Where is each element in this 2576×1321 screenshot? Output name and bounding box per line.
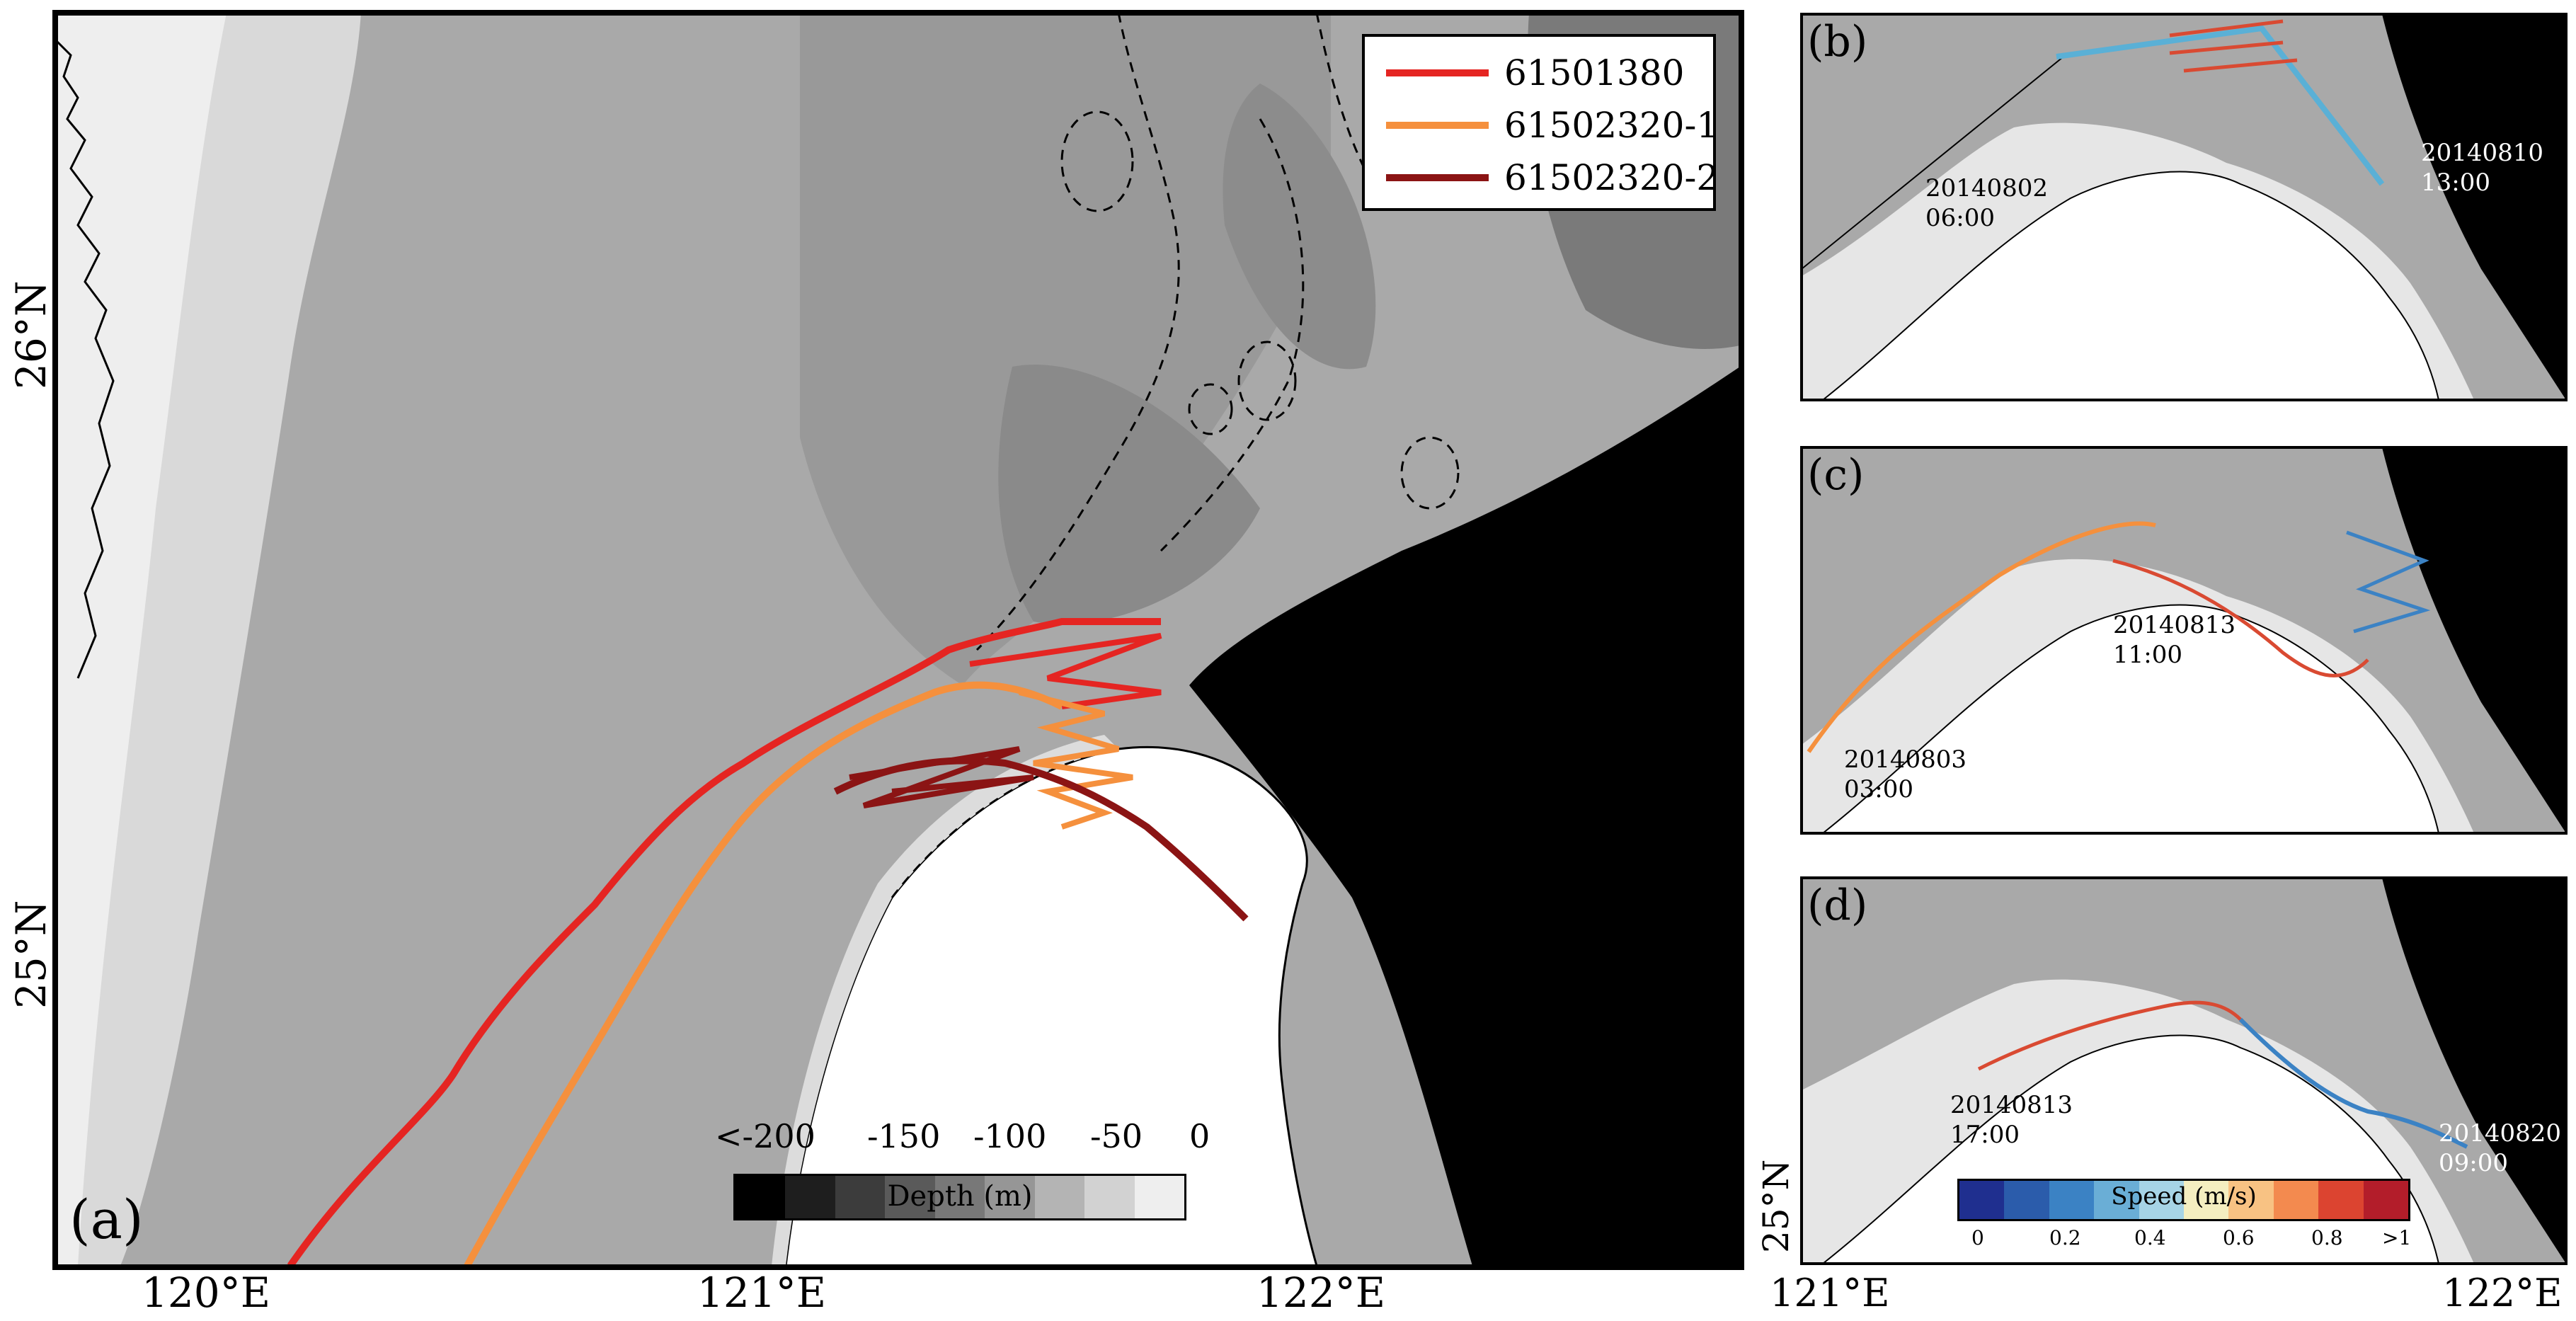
speed-tick: 0.2	[2049, 1226, 2081, 1249]
panel-d-label: (d)	[1807, 881, 1868, 930]
annotation-time: 17:00	[1950, 1121, 2020, 1149]
annotation-d-2: 20140820 09:00	[2439, 1119, 2561, 1178]
annotation-date: 20140813	[1950, 1091, 2073, 1119]
lon-tick-121E-right: 121°E	[1770, 1271, 1890, 1315]
map-a-bathymetry	[57, 13, 1740, 1266]
speed-colorbar-cell	[2049, 1181, 2095, 1219]
speed-colorbar-cell	[2004, 1181, 2049, 1219]
speed-tick: 0.8	[2311, 1226, 2343, 1249]
legend-entry: 61502320-1	[1386, 105, 1719, 146]
depth-tick: -150	[867, 1117, 941, 1155]
speed-colorbar-cell	[1959, 1181, 2005, 1219]
speed-colorbar-cell	[2273, 1181, 2319, 1219]
map-panel-d: 20140813 17:00 20140820 09:00 Speed (m/s…	[1802, 878, 2566, 1264]
annotation-d-1: 20140813 17:00	[1950, 1090, 2073, 1150]
speed-colorbar-cell	[2094, 1181, 2139, 1219]
annotation-date: 20140810	[2421, 139, 2544, 167]
taiwan-island	[784, 746, 1318, 1266]
depth-tick: 0	[1189, 1117, 1210, 1155]
legend-swatch-1	[1386, 69, 1489, 76]
depth-colorbar-cell	[785, 1176, 835, 1218]
speed-colorbar-cell	[2139, 1181, 2185, 1219]
legend-entry: 61502320-2	[1386, 157, 1719, 198]
annotation-c-1: 20140813 11:00	[2113, 610, 2236, 670]
depth-colorbar-cell	[934, 1176, 985, 1218]
depth-tick: -50	[1090, 1117, 1143, 1155]
speed-colorbar-cell	[2184, 1181, 2229, 1219]
depth-colorbar-cell	[985, 1176, 1035, 1218]
depth-colorbar-title: Depth (m)	[887, 1180, 1033, 1213]
speed-tick-row: 0 0.2 0.4 0.6 0.8 >1	[1957, 1226, 2439, 1254]
annotation-date: 20140803	[1844, 745, 1967, 774]
map-panel-c: 20140813 11:00 20140803 03:00 (c)	[1802, 447, 2566, 833]
panel-b-label: (b)	[1807, 17, 1868, 67]
speed-colorbar-title: Speed (m/s)	[2111, 1182, 2257, 1211]
annotation-date: 20140802	[1925, 174, 2049, 202]
speed-colorbar: Speed (m/s)	[1957, 1179, 2410, 1221]
annotation-b-1: 20140802 06:00	[1925, 173, 2048, 233]
depth-colorbar-cell	[735, 1176, 786, 1218]
lon-tick-121E: 121°E	[697, 1269, 827, 1317]
depth-colorbar-cell	[885, 1176, 935, 1218]
speed-colorbar-cell	[2228, 1181, 2274, 1219]
legend-swatch-2	[1386, 122, 1489, 129]
lon-tick-122E-right: 122°E	[2442, 1271, 2563, 1315]
depth-colorbar: Depth (m)	[733, 1174, 1186, 1220]
map-c-bathymetry	[1802, 447, 2566, 833]
speed-tick: >1	[2382, 1226, 2412, 1249]
annotation-time: 09:00	[2439, 1149, 2508, 1177]
panel-c-label: (c)	[1807, 450, 1865, 500]
depth-colorbar-cell	[1034, 1176, 1085, 1218]
lat-tick-25N-right: 25°N	[1756, 1159, 1797, 1253]
annotation-time: 03:00	[1844, 775, 1913, 804]
speed-tick: 0	[1971, 1226, 1984, 1249]
lat-tick-26N: 26°N	[7, 280, 55, 389]
legend-swatch-3	[1386, 174, 1489, 181]
annotation-b-2: 20140810 13:00	[2421, 138, 2543, 198]
depth-tick-row: <-200 -150 -100 -50 0	[715, 1117, 1281, 1160]
depth-tick: <-200	[715, 1117, 815, 1155]
depth-tick: -100	[973, 1117, 1047, 1155]
annotation-time: 06:00	[1925, 204, 1995, 232]
depth-colorbar-cell	[1084, 1176, 1135, 1218]
legend-label: 61502320-2	[1504, 157, 1719, 198]
annotation-date: 20140820	[2439, 1119, 2562, 1148]
speed-colorbar-cell	[2363, 1181, 2409, 1219]
speed-colorbar-cell	[2318, 1181, 2364, 1219]
annotation-c-2: 20140803 03:00	[1844, 745, 1967, 804]
lon-tick-122E: 122°E	[1256, 1269, 1386, 1317]
speed-tick: 0.4	[2134, 1226, 2166, 1249]
legend-entry: 61501380	[1386, 52, 1685, 93]
annotation-date: 20140813	[2113, 611, 2236, 639]
legend-label: 61502320-1	[1504, 105, 1719, 146]
annotation-time: 13:00	[2421, 168, 2490, 197]
legend-label: 61501380	[1504, 52, 1685, 93]
depth-colorbar-cell	[835, 1176, 886, 1218]
map-panel-a: 61501380 61502320-1 61502320-2 <-200 -15…	[57, 13, 1740, 1266]
lon-tick-120E: 120°E	[142, 1269, 271, 1317]
annotation-time: 11:00	[2113, 641, 2182, 669]
map-panel-b: 20140802 06:00 20140810 13:00 (b)	[1802, 14, 2566, 400]
map-b-bathymetry	[1802, 14, 2566, 400]
lat-tick-25N: 25°N	[7, 900, 55, 1009]
panel-a-label: (a)	[69, 1188, 144, 1251]
speed-tick: 0.6	[2223, 1226, 2255, 1249]
track-legend: 61501380 61502320-1 61502320-2	[1362, 34, 1719, 211]
depth-colorbar-cell	[1134, 1176, 1184, 1218]
